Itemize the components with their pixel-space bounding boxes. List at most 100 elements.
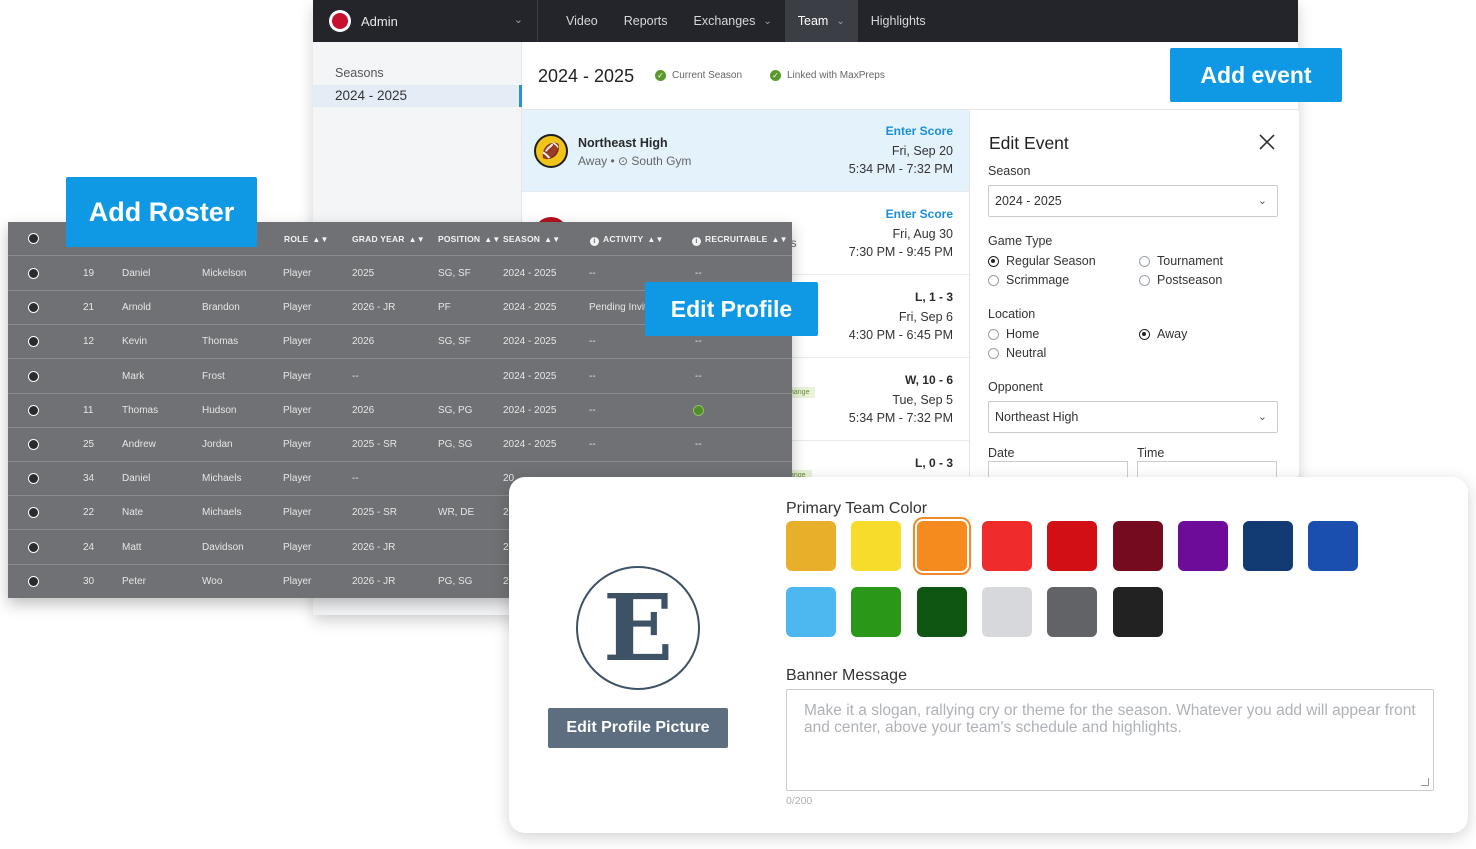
chevron-down-icon: ⌄ <box>763 15 772 27</box>
table-row[interactable]: 24 Matt Davidson Player 2026 - JR 2 <box>8 531 792 565</box>
radio-home[interactable]: Home <box>988 327 1039 341</box>
season-cell: 2024 - 2025 <box>503 439 557 450</box>
color-swatch[interactable] <box>1112 521 1163 571</box>
season-label: Season <box>988 164 1031 178</box>
add-roster-button[interactable]: Add Roster <box>66 177 257 247</box>
color-swatch[interactable] <box>1308 521 1359 571</box>
date-input[interactable] <box>988 461 1128 477</box>
select-all-checkbox[interactable] <box>28 233 39 244</box>
player-number-cell: 24 <box>83 541 95 553</box>
position-cell: PG, SG <box>438 575 473 587</box>
roster-header: ROLE ▲▼ GRAD YEAR ▲▼ POSITION ▲▼ SEASON ▲▼ i… <box>8 222 792 256</box>
table-row[interactable]: 19 Daniel Mickelson Player 2025 SG, SF 2024 - … <box>8 257 792 291</box>
color-swatch[interactable] <box>1047 521 1098 571</box>
nav-highlights[interactable]: Highlights <box>858 0 939 42</box>
row-checkbox[interactable] <box>28 541 39 553</box>
role-cell: Player <box>283 404 312 416</box>
row-checkbox[interactable] <box>28 439 39 450</box>
radio-regular-season[interactable]: Regular Season <box>988 254 1096 268</box>
radio-dot <box>988 255 999 267</box>
edit-profile-button[interactable]: Edit Profile <box>645 282 818 336</box>
linked-maxpreps-badge: ✓ Linked with MaxPreps <box>770 70 885 81</box>
time-label: Time <box>1137 446 1165 460</box>
color-swatch[interactable] <box>981 521 1032 571</box>
radio-scrimmage[interactable]: Scrimmage <box>988 273 1069 287</box>
last-name-cell: Brandon <box>202 302 240 314</box>
game-type-label: Game Type <box>988 234 1053 248</box>
first-name-cell: Nate <box>122 507 144 519</box>
radio-label: Tournament <box>1157 254 1224 268</box>
col-season[interactable]: SEASON ▲▼ <box>503 234 560 244</box>
last-name-cell: Thomas <box>202 336 239 348</box>
time-input[interactable] <box>1137 461 1277 477</box>
nav-exchanges[interactable]: Exchanges ⌄ <box>681 0 785 42</box>
row-checkbox[interactable] <box>28 302 39 314</box>
color-swatch[interactable] <box>1112 587 1163 637</box>
season-cell: 2024 - 2025 <box>503 404 557 416</box>
table-row[interactable]: 30 Peter Woo Player 2026 - JR PG, SG 2 <box>8 565 792 598</box>
sort-icon: ▲▼ <box>544 235 561 244</box>
edit-profile-picture-button[interactable]: Edit Profile Picture <box>548 708 728 748</box>
row-checkbox[interactable] <box>28 336 39 348</box>
color-swatch[interactable] <box>851 521 902 571</box>
color-swatch[interactable] <box>1047 587 1098 637</box>
col-recruitable[interactable]: i RECRUITABLE ▲▼ <box>692 234 788 246</box>
col-grad-year[interactable]: GRAD YEAR ▲▼ <box>352 234 425 244</box>
season-cell: 2 <box>503 575 509 587</box>
exchange-chip: ange <box>784 470 812 481</box>
radio-postseason[interactable]: Postseason <box>1139 273 1222 287</box>
color-swatch[interactable] <box>1243 521 1294 571</box>
radio-dot <box>1139 328 1150 340</box>
table-row[interactable]: 12 Kevin Thomas Player 2026 SG, SF 2024 - 2025… <box>8 325 792 360</box>
role-cell: Player <box>283 541 312 553</box>
first-name-cell: Matt <box>122 541 142 553</box>
color-swatch[interactable] <box>916 521 967 571</box>
grad-year-cell: 2026 <box>352 336 375 348</box>
banner-placeholder: Make it a slogan, rallying cry or theme … <box>804 702 1416 736</box>
close-icon[interactable] <box>1258 133 1276 151</box>
color-swatch[interactable] <box>786 521 836 571</box>
table-row[interactable]: 11 Thomas Hudson Player 2026 SG, PG 2024 - 202… <box>8 394 792 428</box>
col-activity[interactable]: i ACTIVITY ▲▼ <box>590 234 664 246</box>
activity-cell: Pending Invite <box>589 302 653 314</box>
col-position[interactable]: POSITION ▲▼ <box>438 234 500 244</box>
table-row[interactable]: 34 Daniel Michaels Player -- 20 <box>8 462 792 497</box>
resize-handle-icon[interactable] <box>1421 778 1429 786</box>
color-swatch[interactable] <box>1177 521 1228 571</box>
radio-away[interactable]: Away <box>1139 327 1187 341</box>
last-name-cell: Hudson <box>202 404 237 416</box>
chevron-down-icon: ⌄ <box>513 14 523 26</box>
season-select[interactable]: 2024 - 2025 ⌄ <box>988 185 1278 217</box>
row-checkbox[interactable] <box>28 370 39 382</box>
nav-video[interactable]: Video <box>553 0 611 42</box>
season-cell: 2024 - 2025 <box>503 302 557 314</box>
admin-switcher[interactable]: Admin ⌄ <box>313 0 538 42</box>
add-event-button[interactable]: Add event <box>1170 48 1342 102</box>
table-row[interactable]: 25 Andrew Jordan Player 2025 - SR PG, SG 2024 … <box>8 428 792 462</box>
row-checkbox[interactable] <box>28 473 39 485</box>
nav-team[interactable]: Team ⌄ <box>784 0 858 42</box>
color-swatch[interactable] <box>981 587 1032 637</box>
sort-icon: ▲▼ <box>771 235 788 244</box>
events-list: 🏈 Northeast High Away • ⊙ South Gym Ente… <box>522 110 969 615</box>
radio-neutral[interactable]: Neutral <box>988 346 1046 360</box>
table-row[interactable]: Mark Frost Player -- 2024 - 2025 -- -- <box>8 360 792 394</box>
table-row[interactable]: 22 Nate Michaels Player 2025 - SR WR, DE 2 <box>8 496 792 531</box>
row-checkbox[interactable] <box>28 507 39 519</box>
row-checkbox[interactable] <box>28 268 39 279</box>
banner-message-input[interactable]: Make it a slogan, rallying cry or theme … <box>786 689 1434 791</box>
col-role[interactable]: ROLE ▲▼ <box>284 234 329 244</box>
color-swatch[interactable] <box>916 587 967 637</box>
row-checkbox[interactable] <box>28 575 39 587</box>
enter-score-link[interactable]: Enter Score <box>885 124 953 138</box>
color-swatch[interactable] <box>851 587 902 637</box>
row-checkbox[interactable] <box>28 404 39 416</box>
enter-score-link[interactable]: Enter Score <box>885 207 953 221</box>
sidebar-item-season[interactable]: 2024 - 2025 <box>313 85 522 107</box>
grad-year-cell: -- <box>352 370 359 382</box>
nav-reports[interactable]: Reports <box>611 0 681 42</box>
event-row[interactable]: 🏈 Northeast High Away • ⊙ South Gym Ente… <box>522 110 969 192</box>
radio-tournament[interactable]: Tournament <box>1139 254 1223 268</box>
color-swatch[interactable] <box>786 587 836 637</box>
opponent-select[interactable]: Northeast High ⌄ <box>988 401 1278 433</box>
